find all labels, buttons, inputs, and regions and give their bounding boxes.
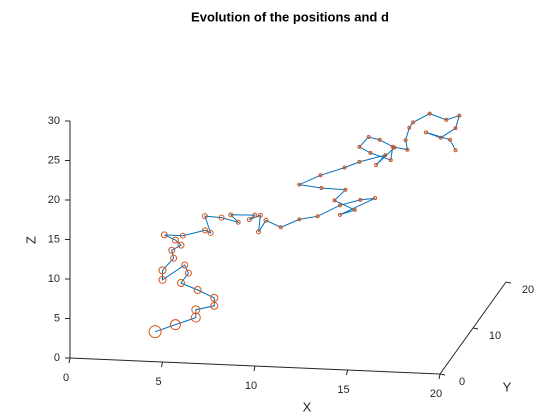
y-tick-label: 20 <box>522 284 534 296</box>
point-marker <box>448 137 452 142</box>
point-marker <box>168 246 176 254</box>
point-marker <box>235 219 241 225</box>
point-marker <box>368 150 373 155</box>
z-tick-label: 0 <box>54 352 60 364</box>
point-marker <box>343 187 348 192</box>
point-marker <box>218 214 225 221</box>
point-marker <box>158 266 167 275</box>
x-axis-label: X <box>303 399 312 414</box>
point-marker <box>457 113 462 118</box>
point-marker <box>190 312 201 323</box>
y-tick-label: 0 <box>459 376 465 388</box>
z-tick-label: 30 <box>48 115 60 127</box>
point-marker <box>181 261 189 269</box>
trajectory-line <box>154 113 461 333</box>
point-marker <box>158 275 167 284</box>
y-axis-label: Y <box>503 379 512 394</box>
y-tick-label: 10 <box>489 330 501 342</box>
point-marker <box>383 153 388 158</box>
point-marker <box>318 173 323 178</box>
point-marker <box>297 217 302 222</box>
y-tick <box>439 373 446 376</box>
point-marker <box>169 319 181 331</box>
point-marker <box>374 163 378 168</box>
x-tick <box>346 369 348 376</box>
point-marker <box>252 212 258 218</box>
point-marker <box>319 185 324 190</box>
y-tick <box>472 327 479 330</box>
x-tick <box>253 365 256 372</box>
point-marker <box>337 212 342 217</box>
z-tick-label: 10 <box>48 273 60 285</box>
point-marker <box>193 286 202 295</box>
z-tick-label: 20 <box>48 194 60 206</box>
z-axis-label: Z <box>23 236 38 244</box>
point-marker <box>246 217 252 223</box>
point-marker <box>403 138 408 143</box>
point-marker <box>202 227 209 234</box>
point-marker <box>357 144 362 149</box>
chart-title: Evolution of the positions and d <box>191 9 389 24</box>
point-marker <box>256 229 262 235</box>
point-marker <box>228 212 234 218</box>
point-marker <box>207 229 214 236</box>
point-marker <box>358 197 363 202</box>
x-tick <box>68 357 71 364</box>
point-marker <box>453 148 458 153</box>
point-marker <box>390 144 395 149</box>
point-marker <box>148 325 162 339</box>
point-marker <box>332 198 337 203</box>
point-marker <box>337 203 342 208</box>
point-marker <box>405 147 410 152</box>
point-marker <box>411 120 415 125</box>
point-marker <box>210 301 219 310</box>
point-marker <box>315 214 320 219</box>
point-marker <box>427 111 432 116</box>
point-marker <box>342 165 347 170</box>
y-tick <box>505 281 512 284</box>
point-marker <box>438 135 443 140</box>
point-marker <box>160 231 168 239</box>
point-marker <box>423 130 428 135</box>
x-tick-label: 10 <box>245 380 257 392</box>
point-marker <box>179 232 186 239</box>
point-marker <box>210 293 219 302</box>
point-marker <box>201 213 208 220</box>
z-tick-label: 15 <box>48 233 60 245</box>
x-tick <box>161 361 163 368</box>
point-marker <box>263 217 269 223</box>
x-tick <box>438 373 441 380</box>
point-marker <box>297 182 302 187</box>
point-marker <box>444 117 449 122</box>
point-marker <box>184 269 192 277</box>
z-tick-label: 5 <box>54 312 60 324</box>
point-marker <box>407 125 412 130</box>
point-marker <box>366 135 371 140</box>
point-marker <box>177 279 185 288</box>
point-marker <box>171 236 179 244</box>
x-tick-label: 15 <box>337 384 349 396</box>
z-tick-label: 25 <box>48 154 60 166</box>
point-marker <box>257 212 263 218</box>
point-marker <box>388 158 393 163</box>
x-tick-label: 20 <box>430 388 442 400</box>
x-tick-label: 5 <box>155 376 161 388</box>
point-marker <box>377 137 382 142</box>
point-marker <box>453 126 458 131</box>
point-marker <box>177 241 185 249</box>
point-marker <box>352 207 357 212</box>
point-marker <box>373 196 378 201</box>
point-marker <box>170 254 178 262</box>
point-marker <box>278 225 283 230</box>
point-marker <box>191 305 201 315</box>
x-tick-label: 0 <box>63 372 69 384</box>
point-marker <box>357 159 362 164</box>
